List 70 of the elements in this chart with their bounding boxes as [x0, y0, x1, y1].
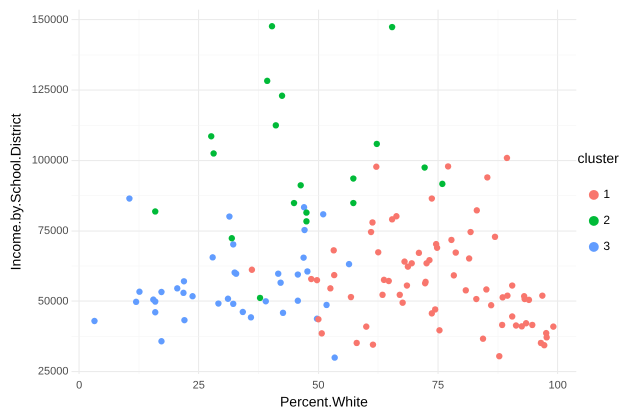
- point: [228, 235, 236, 242]
- point: [248, 314, 254, 321]
- point: [208, 133, 214, 140]
- y-tick-label: 100000: [32, 154, 69, 167]
- y-tick-label: 25000: [38, 366, 69, 378]
- point: [421, 164, 428, 171]
- point: [126, 195, 133, 202]
- point: [262, 298, 269, 304]
- point: [323, 302, 330, 308]
- point: [294, 271, 302, 278]
- point: [158, 338, 165, 344]
- x-tick-label: 75: [432, 380, 444, 392]
- point: [230, 300, 236, 308]
- legend-label: 1: [603, 187, 610, 202]
- x-tick-label: 25: [192, 380, 205, 392]
- point: [290, 200, 298, 206]
- point: [346, 260, 352, 268]
- x-tick-label: 0: [76, 380, 82, 392]
- y-tick-label: 125000: [32, 84, 69, 96]
- point: [278, 92, 286, 99]
- point: [280, 310, 286, 316]
- point: [272, 122, 280, 129]
- x-axis-title: Percent.White: [280, 393, 368, 410]
- point: [304, 268, 311, 275]
- legend-title: cluster: [578, 150, 620, 166]
- point: [350, 175, 357, 182]
- point: [174, 285, 180, 292]
- point: [300, 254, 307, 261]
- point: [230, 241, 236, 248]
- point: [264, 78, 270, 84]
- point: [240, 308, 246, 316]
- point: [158, 288, 165, 296]
- point: [300, 204, 308, 210]
- point: [209, 254, 216, 261]
- point: [294, 298, 302, 304]
- y-tick-label: 50000: [38, 295, 69, 308]
- x-tick-label: 50: [312, 380, 325, 392]
- point: [303, 209, 310, 216]
- point: [350, 200, 357, 206]
- point: [91, 318, 98, 324]
- point: [320, 211, 326, 218]
- point: [215, 300, 222, 307]
- point: [152, 208, 158, 215]
- y-tick-label: 150000: [32, 14, 69, 26]
- legend-label: 3: [603, 239, 610, 254]
- point: [301, 226, 308, 234]
- point: [132, 298, 140, 306]
- point: [303, 218, 310, 225]
- point: [268, 23, 276, 30]
- point: [152, 309, 158, 316]
- legend-label: 2: [603, 213, 610, 228]
- point: [331, 354, 338, 361]
- x-tick-label: 100: [548, 380, 567, 392]
- point: [180, 278, 188, 284]
- point: [180, 290, 187, 296]
- y-axis-title: Income.by.School.District: [7, 113, 24, 270]
- point: [136, 288, 143, 295]
- point: [189, 293, 196, 300]
- point: [226, 213, 233, 220]
- point: [275, 270, 282, 277]
- point: [439, 180, 446, 188]
- point: [224, 296, 232, 302]
- y-tick-label: 75000: [38, 224, 69, 237]
- point: [256, 294, 264, 302]
- point: [277, 280, 284, 286]
- point: [298, 182, 304, 188]
- point: [181, 316, 188, 324]
- point: [388, 24, 396, 30]
- point: [210, 150, 217, 157]
- point: [374, 140, 380, 148]
